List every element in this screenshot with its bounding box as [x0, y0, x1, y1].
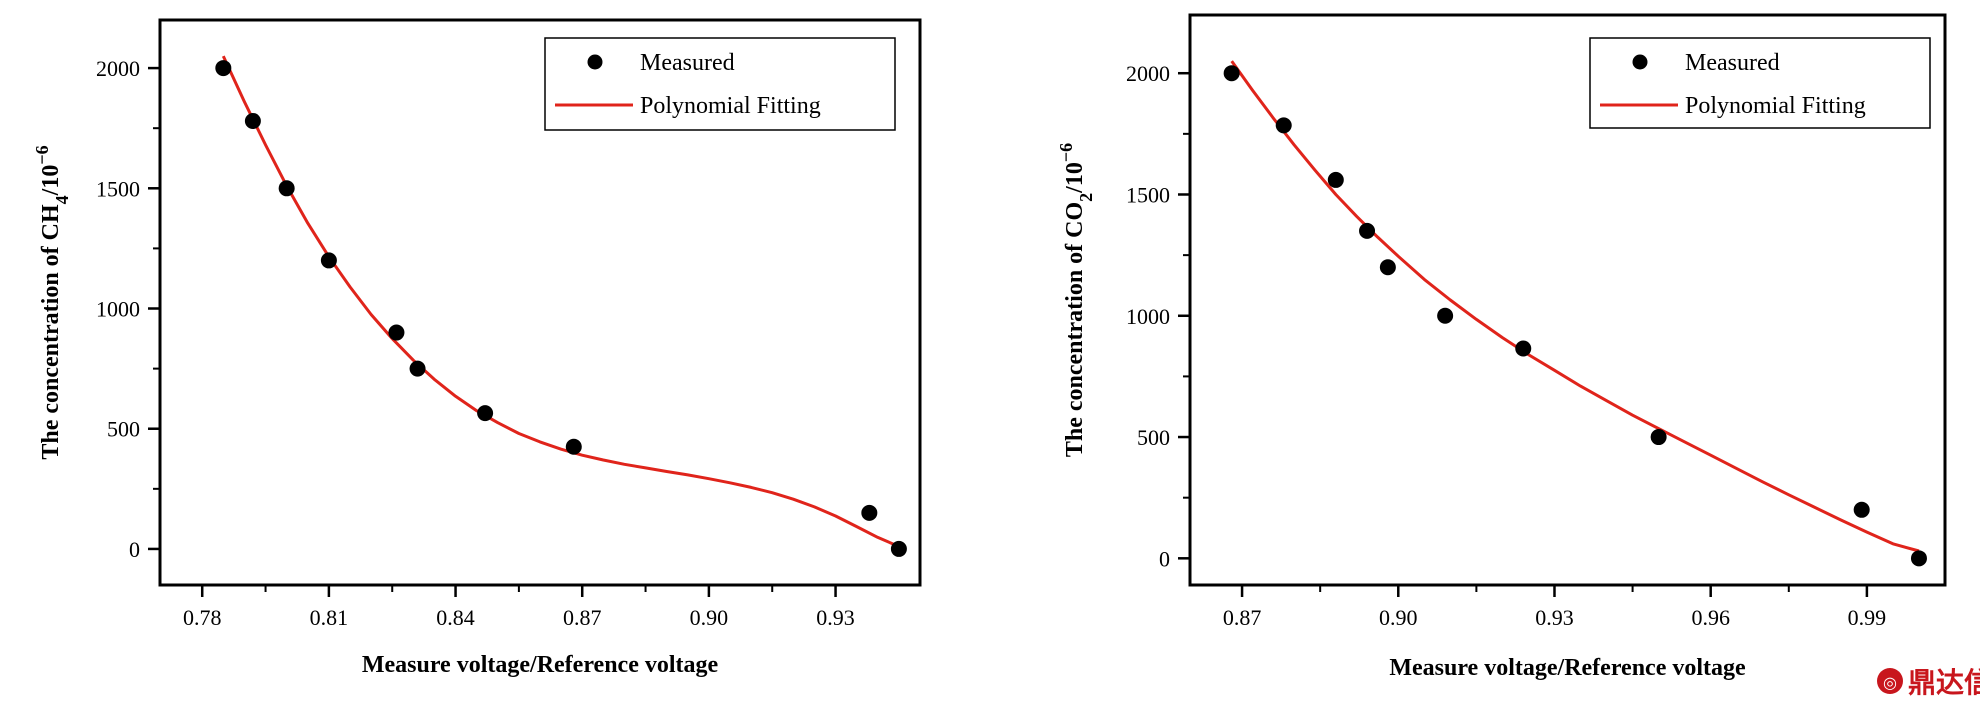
co2-x-tick-label-2: 0.93 — [1535, 605, 1574, 630]
ch4-x-tick-label-2: 0.84 — [436, 605, 475, 630]
co2-measured-point-6 — [1515, 340, 1532, 357]
co2-legend: Measured Polynomial Fitting — [1589, 37, 1931, 129]
co2-x-tick-label-0: 0.87 — [1223, 605, 1262, 630]
co2-x-tick-label-3: 0.96 — [1691, 605, 1730, 630]
co2-fit-line-group — [1230, 60, 1920, 553]
ch4-y-title-subscript: 4 — [52, 195, 72, 204]
co2-chart: 0.87 0.90 0.93 0.96 0.99 0 500 1000 1500 2000 Me… — [1056, 13, 1947, 681]
ch4-y-axis-title: The concentration of CH4/10−6 — [32, 145, 72, 459]
ch4-measured-point-6 — [477, 405, 494, 422]
ch4-legend-measured-marker — [587, 54, 603, 70]
ch4-legend-fit-label: Polynomial Fitting — [640, 93, 821, 119]
co2-legend-measured-marker — [1632, 54, 1648, 70]
ch4-measured-points — [215, 60, 907, 557]
ch4-measured-point-7 — [565, 438, 582, 455]
co2-x-ticks: 0.87 0.90 0.93 0.96 0.99 — [1223, 585, 1886, 630]
ch4-plot-frame — [158, 18, 922, 587]
co2-measured-point-3 — [1359, 222, 1376, 239]
ch4-y-tick-label-2: 1000 — [96, 297, 140, 322]
co2-y-title-prefix: The concentration of CO — [1062, 202, 1088, 457]
co2-y-tick-label-4: 2000 — [1126, 61, 1170, 86]
co2-measured-point-7 — [1650, 429, 1667, 446]
ch4-measured-point-0 — [215, 60, 232, 77]
co2-measured-point-0 — [1223, 65, 1240, 82]
ch4-fit-line — [221, 55, 900, 548]
co2-measured-point-5 — [1437, 307, 1454, 324]
ch4-x-tick-label-4: 0.90 — [690, 605, 729, 630]
co2-measured-point-4 — [1379, 259, 1396, 276]
ch4-fit-line-group — [221, 55, 900, 548]
co2-y-ticks: 0 500 1000 1500 2000 — [1126, 61, 1190, 571]
co2-y-title-superscript: −6 — [1056, 143, 1076, 162]
ch4-y-tick-label-1: 500 — [107, 417, 140, 442]
watermark-seal-icon — [1877, 668, 1903, 694]
co2-measured-point-9 — [1910, 550, 1927, 567]
ch4-x-axis-title: Measure voltage/Reference voltage — [362, 652, 719, 678]
ch4-measured-point-3 — [320, 252, 337, 269]
co2-x-tick-label-4: 0.99 — [1848, 605, 1887, 630]
co2-y-tick-label-3: 1500 — [1126, 182, 1170, 207]
co2-measured-point-2 — [1327, 171, 1344, 188]
ch4-x-tick-label-3: 0.87 — [563, 605, 602, 630]
co2-plot-frame — [1188, 13, 1947, 587]
watermark-logo: ◎ 鼎达信 — [1877, 666, 1980, 699]
co2-y-title-subscript: 2 — [1076, 193, 1096, 202]
co2-y-tick-label-0: 0 — [1159, 546, 1170, 571]
ch4-measured-point-1 — [244, 112, 261, 129]
ch4-legend-box — [544, 37, 896, 131]
co2-legend-fit-label: Polynomial Fitting — [1685, 93, 1866, 119]
ch4-y-tick-label-4: 2000 — [96, 56, 140, 81]
ch4-x-ticks: 0.78 0.81 0.84 0.87 0.90 0.93 — [183, 585, 855, 630]
ch4-chart: 0.78 0.81 0.84 0.87 0.90 0.93 0 500 1000 1500 200… — [32, 18, 922, 678]
co2-y-tick-label-2: 1000 — [1126, 304, 1170, 329]
co2-fit-line — [1230, 60, 1920, 553]
ch4-y-ticks: 0 500 1000 1500 2000 — [96, 56, 160, 562]
ch4-measured-point-9 — [890, 540, 907, 557]
ch4-measured-point-8 — [861, 504, 878, 521]
co2-y-tick-label-1: 500 — [1137, 425, 1170, 450]
ch4-x-tick-label-0: 0.78 — [183, 605, 222, 630]
co2-x-tick-label-1: 0.90 — [1379, 605, 1418, 630]
ch4-y-title-prefix: The concentration of CH — [38, 204, 64, 460]
ch4-x-tick-label-5: 0.93 — [816, 605, 855, 630]
ch4-y-tick-label-3: 1500 — [96, 176, 140, 201]
watermark-seal-glyph: ◎ — [1883, 673, 1897, 692]
co2-measured-points — [1223, 65, 1927, 567]
ch4-measured-point-4 — [388, 324, 405, 341]
ch4-y-title-mid: /10 — [38, 165, 64, 197]
co2-legend-measured-label: Measured — [1685, 50, 1780, 76]
ch4-y-title-superscript: −6 — [32, 145, 52, 164]
co2-y-title-mid: /10 — [1062, 162, 1088, 194]
ch4-y-tick-label-0: 0 — [129, 537, 140, 562]
co2-measured-point-8 — [1853, 501, 1870, 518]
ch4-legend: Measured Polynomial Fitting — [544, 37, 896, 131]
ch4-measured-point-2 — [278, 180, 295, 197]
co2-y-axis-title: The concentration of CO2/10−6 — [1056, 143, 1096, 457]
watermark-text: 鼎达信 — [1908, 666, 1980, 699]
ch4-measured-point-5 — [409, 360, 426, 377]
co2-legend-box — [1589, 37, 1931, 129]
co2-measured-point-1 — [1275, 117, 1292, 134]
ch4-x-tick-label-1: 0.81 — [310, 605, 349, 630]
co2-x-axis-title: Measure voltage/Reference voltage — [1389, 655, 1746, 681]
ch4-legend-measured-label: Measured — [640, 50, 735, 76]
